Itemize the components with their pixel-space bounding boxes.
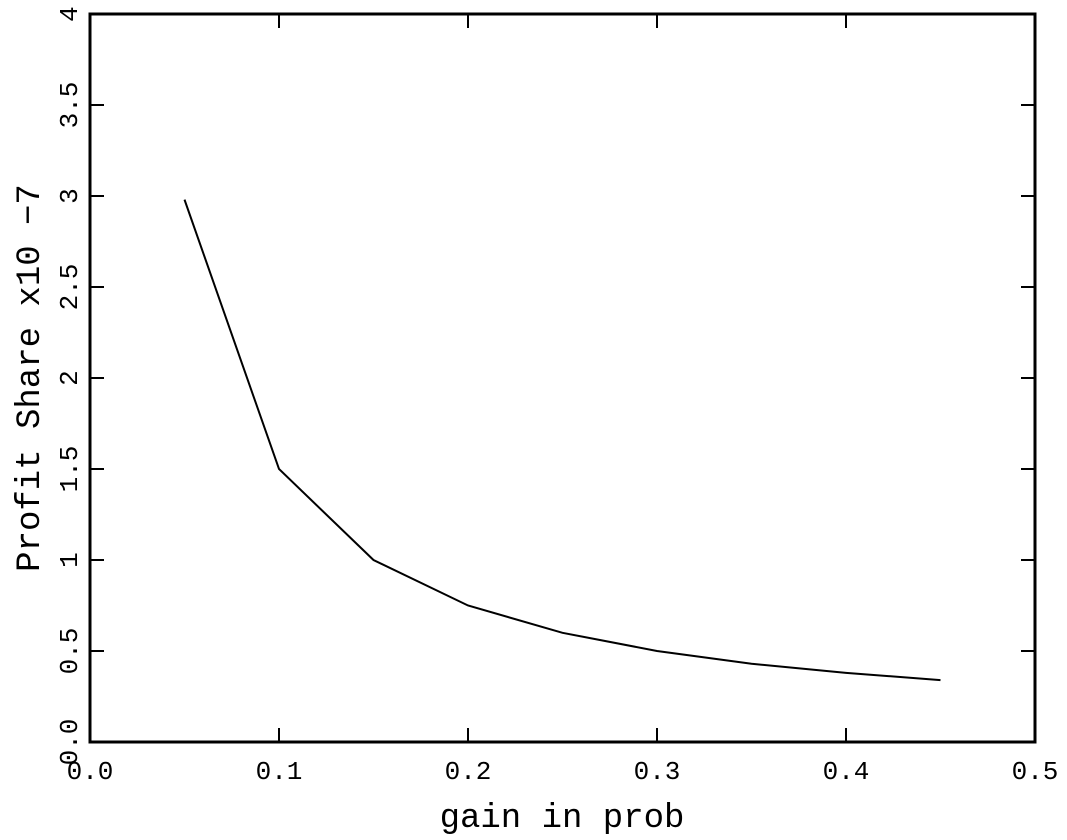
x-tick-label: 0.5 bbox=[1012, 757, 1059, 787]
y-tick-label: 4 bbox=[55, 6, 85, 22]
x-tick-label: 0.0 bbox=[67, 757, 114, 787]
x-tick-label: 0.3 bbox=[634, 757, 681, 787]
x-axis-label: gain in prob bbox=[440, 800, 685, 838]
y-tick-label: 1 bbox=[55, 552, 85, 568]
data-line bbox=[183, 199, 941, 682]
x-tick-label: 0.1 bbox=[256, 757, 303, 787]
y-tick-label: 3 bbox=[55, 188, 85, 204]
y-tick-label: 2.5 bbox=[55, 264, 85, 311]
y-tick-label: 3.5 bbox=[55, 82, 85, 129]
y-tick-label: 0.5 bbox=[55, 628, 85, 675]
x-tick-label: 0.2 bbox=[445, 757, 492, 787]
y-tick-label: 0.0 bbox=[55, 719, 85, 766]
y-axis-label: Profit Share x10 −7 bbox=[12, 184, 50, 572]
y-tick-label: 2 bbox=[55, 370, 85, 386]
x-tick-label: 0.4 bbox=[823, 757, 870, 787]
y-tick-label: 1.5 bbox=[55, 446, 85, 493]
